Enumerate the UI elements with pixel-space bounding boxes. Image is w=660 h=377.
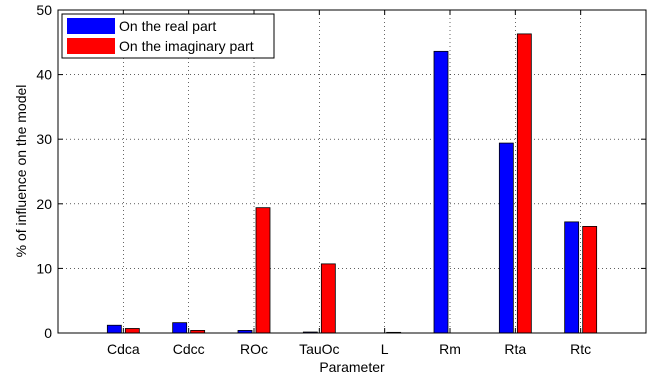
bar-imaginary-cdca [124,328,140,334]
legend-swatch-imaginary [67,38,115,54]
x-tick-label: Cdcc [173,341,205,357]
legend-label-real: On the real part [119,18,216,34]
y-axis-ticks: 0 10 20 30 40 50 [36,2,646,341]
bar-real-rta [498,142,514,334]
y-tick-label: 0 [44,325,52,341]
y-axis-label: % of influence on the model [13,85,29,258]
x-tick-label: Rm [439,341,461,357]
x-axis-label: Parameter [319,359,385,375]
y-tick-label: 40 [36,67,52,83]
y-tick-label: 30 [36,131,52,147]
x-tick-label: L [381,341,389,357]
x-tick-label: Rtc [570,341,591,357]
legend-swatch-real [67,18,115,34]
bar-real-rm [433,50,449,334]
y-tick-label: 50 [36,2,52,18]
x-tick-label: Rta [504,341,526,357]
bars-group [106,33,598,334]
x-tick-label: TauOc [299,341,339,357]
legend: On the real part On the imaginary part [61,13,275,59]
bar-real-cdca [106,324,122,334]
y-tick-label: 10 [36,260,52,276]
bar-real-cdcc [172,322,188,334]
bar-imaginary-rtc [582,226,598,334]
x-tick-label: ROc [240,341,268,357]
x-axis-ticks: Cdca Cdcc ROc TauOc L Rm Rta Rtc [107,10,591,357]
bar-imaginary-rta [516,33,532,334]
x-tick-label: Cdca [107,341,140,357]
plot-frame [57,9,647,334]
y-tick-label: 20 [36,196,52,212]
bar-imaginary-roc [255,207,271,334]
legend-label-imaginary: On the imaginary part [119,38,254,54]
bar-imaginary-tauoc [320,263,336,334]
bar-real-rtc [564,221,580,334]
plot-area [58,10,646,333]
